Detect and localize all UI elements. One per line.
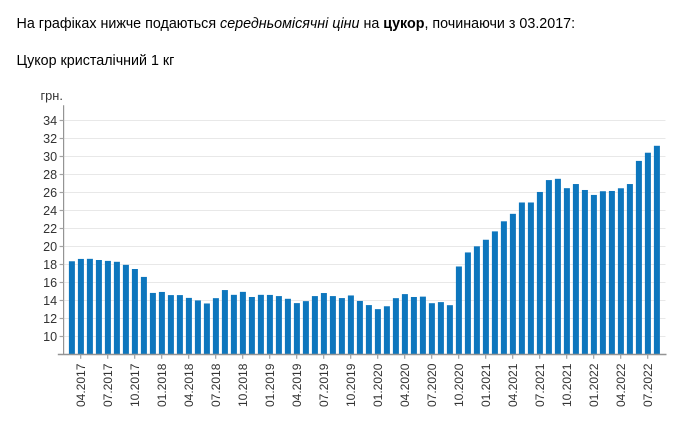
svg-text:07.2022: 07.2022 [641,363,655,407]
svg-text:20: 20 [43,240,57,254]
svg-text:18: 18 [43,258,57,272]
svg-text:12: 12 [43,312,57,326]
svg-text:10.2020: 10.2020 [452,363,466,407]
svg-text:04.2021: 04.2021 [506,363,520,407]
svg-text:24: 24 [43,204,57,218]
svg-text:32: 32 [43,132,57,146]
svg-text:30: 30 [43,150,57,164]
svg-text:01.2018: 01.2018 [155,363,169,407]
svg-text:10.2017: 10.2017 [128,363,142,407]
svg-text:07.2017: 07.2017 [101,363,115,407]
svg-text:22: 22 [43,222,57,236]
svg-text:10.2021: 10.2021 [560,363,574,407]
svg-text:07.2020: 07.2020 [425,363,439,407]
svg-text:14: 14 [43,294,57,308]
svg-text:грн.: грн. [41,88,63,103]
svg-text:07.2019: 07.2019 [317,363,331,407]
svg-text:07.2021: 07.2021 [533,363,547,407]
svg-text:26: 26 [43,186,57,200]
svg-text:28: 28 [43,168,57,182]
svg-text:01.2019: 01.2019 [263,363,277,407]
svg-text:04.2017: 04.2017 [74,363,88,407]
svg-text:01.2022: 01.2022 [587,363,601,407]
svg-text:10.2018: 10.2018 [236,363,250,407]
svg-text:04.2020: 04.2020 [398,363,412,407]
svg-text:04.2022: 04.2022 [614,363,628,407]
svg-text:34: 34 [43,114,57,128]
svg-text:01.2021: 01.2021 [479,363,493,407]
svg-text:04.2018: 04.2018 [182,363,196,407]
svg-text:07.2018: 07.2018 [209,363,223,407]
svg-text:04.2019: 04.2019 [290,363,304,407]
svg-text:10.2019: 10.2019 [344,363,358,407]
svg-text:16: 16 [43,276,57,290]
svg-text:10: 10 [43,330,57,344]
svg-text:01.2020: 01.2020 [371,363,385,407]
